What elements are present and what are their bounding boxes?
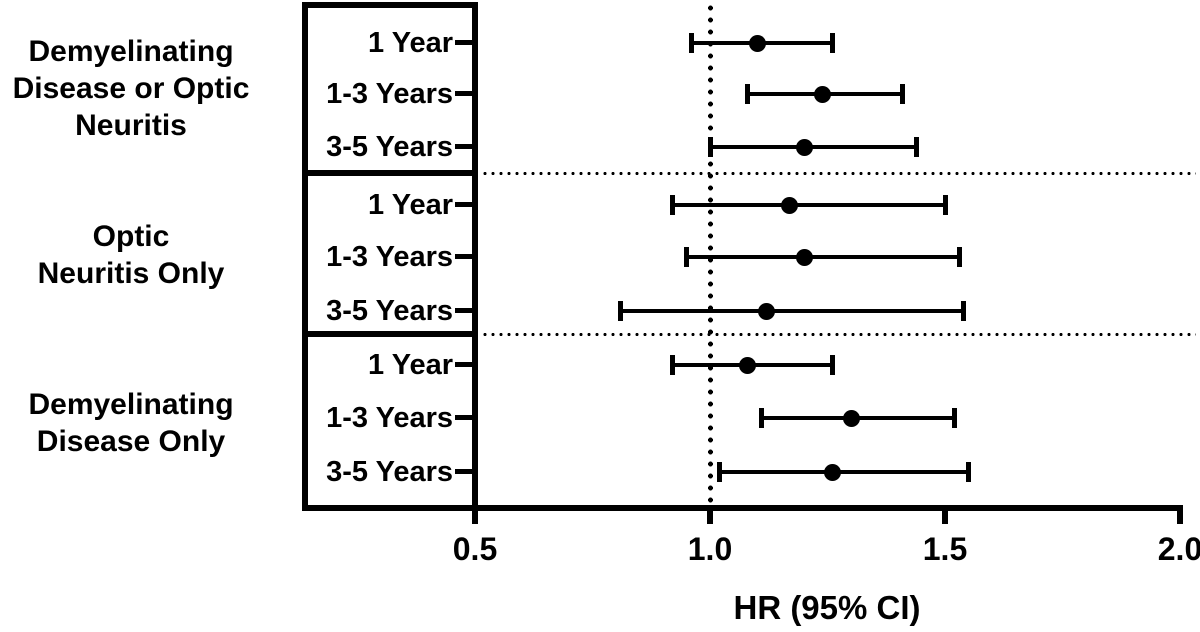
- ci-cap-high: [942, 195, 948, 215]
- group-label-line: Disease or Optic: [12, 71, 250, 105]
- ci-line: [686, 255, 960, 259]
- row-label: 1-3 Years: [326, 78, 453, 110]
- x-axis-line: [302, 505, 1183, 511]
- group-divider: [303, 170, 477, 176]
- hr-point-marker: [748, 34, 766, 52]
- row-label: 1 Year: [368, 27, 453, 59]
- row-label: 1 Year: [368, 189, 453, 221]
- row-label-tick: [455, 308, 473, 313]
- group-label-line: Optic: [92, 220, 170, 253]
- group-label: Demyelinating Disease Only: [0, 386, 262, 460]
- x-axis-title: HR (95% CI): [733, 589, 921, 626]
- x-tick-label: 2.0: [1157, 531, 1200, 567]
- row-label-tick: [455, 202, 473, 207]
- row-label: 3-5 Years: [326, 295, 453, 327]
- x-tick-label: 1.5: [922, 531, 968, 567]
- ci-line: [620, 309, 964, 313]
- ci-cap-high: [829, 355, 835, 375]
- group-label-line: Demyelinating: [28, 34, 234, 68]
- row-label: 3-5 Years: [326, 131, 453, 163]
- hr-point-marker: [781, 196, 799, 214]
- ci-line: [719, 470, 969, 474]
- x-tick: [942, 505, 948, 524]
- ci-cap-low: [669, 355, 675, 375]
- x-tick: [472, 505, 478, 524]
- group-separator-dotted: [481, 171, 1196, 175]
- group-label-line: Neuritis Only: [37, 257, 225, 290]
- ci-cap-low: [716, 462, 722, 482]
- ci-cap-low: [669, 195, 675, 215]
- ci-cap-low: [745, 84, 751, 104]
- ci-cap-low: [684, 247, 689, 267]
- hr-point-marker: [795, 248, 813, 266]
- hr-point-marker: [814, 85, 832, 103]
- ci-cap-high: [961, 301, 967, 321]
- group-separator-dotted: [481, 332, 1196, 336]
- ci-cap-high: [956, 247, 962, 267]
- ci-cap-low: [688, 33, 694, 53]
- group-label-line: Disease Only: [36, 425, 226, 458]
- group-label-line: Demyelinating: [28, 388, 234, 421]
- row-label: 1-3 Years: [326, 241, 453, 273]
- ci-line: [672, 203, 945, 207]
- ci-cap-high: [900, 84, 906, 104]
- row-label: 1-3 Years: [326, 402, 453, 434]
- row-label-tick: [455, 144, 473, 149]
- hr-point-marker: [739, 356, 757, 374]
- ci-line: [710, 145, 917, 149]
- row-label-tick: [455, 91, 473, 96]
- x-tick: [1177, 505, 1183, 524]
- hr-point-marker: [823, 463, 841, 481]
- group-label: Demyelinating Disease or Optic Neuritis: [0, 33, 262, 144]
- ci-cap-high: [914, 137, 920, 157]
- ci-cap-high: [951, 408, 957, 428]
- group-label: Optic Neuritis Only: [0, 218, 262, 292]
- group-label-line: Neuritis: [75, 108, 187, 142]
- row-label-tick: [455, 40, 473, 45]
- hr-point-marker: [842, 409, 860, 427]
- reference-line-dotted: [707, 2, 713, 507]
- row-label: 3-5 Years: [326, 456, 453, 488]
- row-label-tick: [455, 362, 473, 367]
- x-tick-label: 0.5: [452, 531, 498, 567]
- hr-point-marker: [757, 302, 775, 320]
- ci-cap-high: [966, 462, 971, 482]
- row-label-tick: [455, 469, 473, 474]
- x-tick: [707, 505, 713, 524]
- ci-cap-low: [759, 408, 765, 428]
- ci-cap-low: [618, 301, 624, 321]
- group-divider: [303, 331, 477, 337]
- hr-point-marker: [795, 138, 813, 156]
- row-label: 1 Year: [368, 349, 453, 381]
- ci-cap-high: [829, 33, 835, 53]
- row-label-tick: [455, 415, 473, 420]
- ci-cap-low: [707, 137, 713, 157]
- x-tick-label: 1.0: [687, 531, 733, 567]
- row-label-tick: [455, 254, 473, 259]
